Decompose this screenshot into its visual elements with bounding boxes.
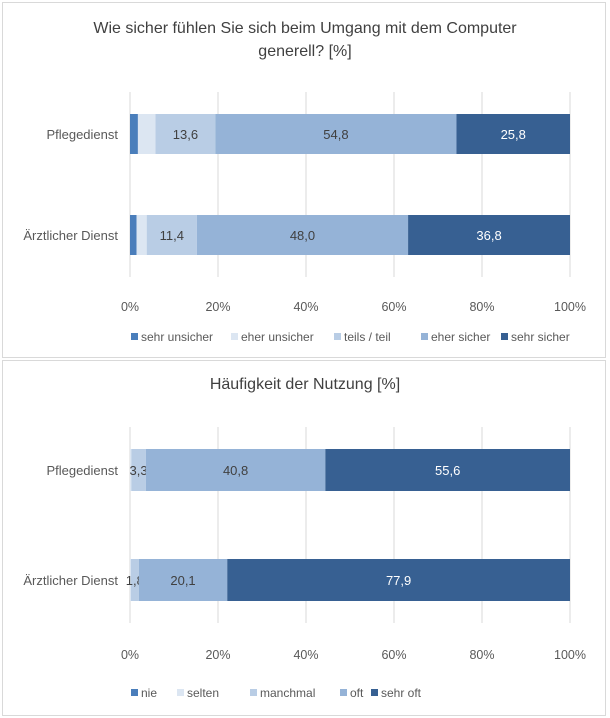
- data-label: 3,3: [130, 463, 148, 478]
- legend-label: selten: [187, 686, 219, 700]
- bar-segment: [215, 114, 457, 154]
- x-tick-label: 40%: [293, 648, 318, 662]
- chart-title-line: Wie sicher fühlen Sie sich beim Umgang m…: [93, 20, 517, 37]
- chart-computer-sicherheit: Wie sicher fühlen Sie sich beim Umgang m…: [23, 20, 586, 344]
- data-label: 40,8: [223, 463, 248, 478]
- legend-label: eher unsicher: [241, 330, 314, 344]
- legend-swatch: [421, 333, 428, 340]
- data-label: 55,6: [435, 463, 460, 478]
- legend-label: oft: [350, 686, 364, 700]
- legend-swatch: [501, 333, 508, 340]
- category-label: Pflegedienst: [46, 463, 118, 478]
- legend-swatch: [131, 689, 138, 696]
- data-label: 54,8: [323, 127, 348, 142]
- bar-segment: [130, 449, 132, 491]
- x-tick-label: 80%: [469, 300, 494, 314]
- category-label: Pflegedienst: [46, 127, 118, 142]
- bar-segment: [227, 559, 571, 601]
- legend-swatch: [334, 333, 341, 340]
- data-label: 48,0: [290, 228, 315, 243]
- bar-segment: [155, 114, 216, 154]
- legend-label: sehr sicher: [511, 330, 570, 344]
- legend-label: sehr oft: [381, 686, 422, 700]
- legend-swatch: [371, 689, 378, 696]
- data-label: 25,8: [501, 127, 526, 142]
- legend-label: manchmal: [260, 686, 315, 700]
- bar-segment: [196, 215, 409, 255]
- x-tick-label: 100%: [554, 300, 586, 314]
- data-label: 11,4: [160, 228, 184, 243]
- chart-title-line: Häufigkeit der Nutzung [%]: [210, 376, 400, 393]
- legend-swatch: [340, 689, 347, 696]
- bar-segment: [146, 215, 197, 255]
- legend-label: sehr unsicher: [141, 330, 213, 344]
- legend-label: eher sicher: [431, 330, 490, 344]
- x-tick-label: 0%: [121, 300, 139, 314]
- category-label: Ärztlicher Dienst: [23, 573, 118, 588]
- bar-segment: [138, 559, 228, 601]
- bar-segment: [130, 559, 139, 601]
- category-label: Ärztlicher Dienst: [23, 228, 118, 243]
- bar-segment: [130, 559, 131, 601]
- legend-swatch: [231, 333, 238, 340]
- legend-swatch: [177, 689, 184, 696]
- chart-title-line: generell? [%]: [258, 43, 351, 60]
- legend-swatch: [250, 689, 257, 696]
- bar-segment: [136, 215, 147, 255]
- legend-label: nie: [141, 686, 157, 700]
- x-tick-label: 0%: [121, 648, 139, 662]
- chart-panel-nutzungshaeufigkeit: Häufigkeit der Nutzung [%] 0% 20% 40% 60% 80%…: [2, 360, 606, 716]
- data-label: 36,8: [476, 228, 501, 243]
- x-tick-label: 60%: [381, 300, 406, 314]
- x-tick-label: 80%: [469, 648, 494, 662]
- bar-segment: [325, 449, 570, 491]
- legend-label: teils / teil: [344, 330, 391, 344]
- bar-segment: [145, 449, 326, 491]
- chart-panel-computer-sicherheit: Wie sicher fühlen Sie sich beim Umgang m…: [2, 2, 606, 358]
- data-label: 77,9: [386, 573, 411, 588]
- data-label: 13,6: [173, 127, 198, 142]
- legend-swatch: [131, 333, 138, 340]
- bar-segment: [408, 215, 570, 255]
- bar-segment: [456, 114, 570, 154]
- bar-segment: [137, 114, 156, 154]
- x-tick-label: 100%: [554, 648, 586, 662]
- x-tick-label: 20%: [205, 648, 230, 662]
- x-tick-label: 20%: [205, 300, 230, 314]
- data-label: 20,1: [170, 573, 195, 588]
- x-tick-label: 60%: [381, 648, 406, 662]
- chart-nutzungshaeufigkeit: Häufigkeit der Nutzung [%] 0% 20% 40% 60% 80%…: [23, 376, 586, 700]
- bar-segment: [130, 114, 138, 154]
- bar-segment: [130, 215, 137, 255]
- bar-segment: [131, 449, 146, 491]
- x-tick-label: 40%: [293, 300, 318, 314]
